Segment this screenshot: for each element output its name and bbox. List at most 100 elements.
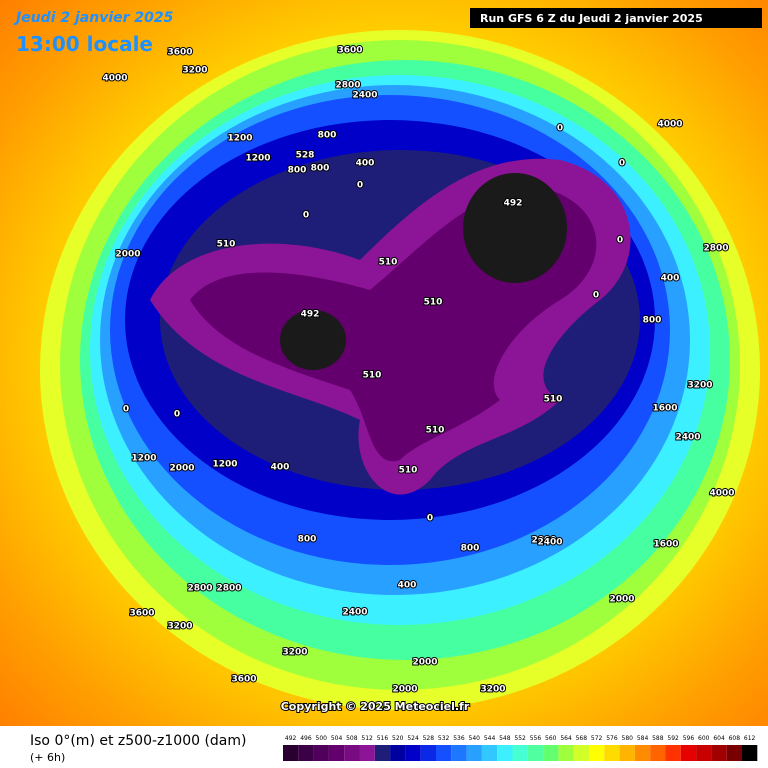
legend-label: 544: [484, 735, 496, 742]
contour-label: 400: [398, 581, 417, 591]
legend-label: 508: [346, 735, 358, 742]
contour-label: 510: [424, 298, 443, 308]
legend-label: 588: [652, 735, 664, 742]
contour-label: 0: [357, 181, 363, 191]
legend-label: 584: [637, 735, 649, 742]
legend-swatch: [481, 745, 498, 761]
contour-label: 510: [426, 426, 445, 436]
footer-title: Iso 0°(m) et z500-z1000 (dam): [30, 733, 247, 749]
legend-swatch: [543, 745, 559, 761]
contour-label: 0: [174, 410, 180, 420]
contour-label: 2000: [115, 250, 140, 260]
legend-label: 564: [560, 735, 572, 742]
legend-swatch: [589, 745, 605, 761]
contour-label: 528: [296, 151, 315, 161]
legend-swatch: [451, 745, 467, 761]
contour-label: 3200: [167, 622, 192, 632]
run-box: [470, 8, 762, 28]
legend-swatch: [344, 745, 360, 761]
legend-swatch: [680, 745, 697, 761]
legend-swatch: [604, 745, 620, 761]
legend-swatch: [527, 745, 544, 761]
contour-label: 2000: [169, 464, 194, 474]
legend-label: 504: [331, 735, 343, 742]
legend-swatch: [466, 745, 482, 761]
legend-label: 548: [499, 735, 511, 742]
legend-label: 592: [667, 735, 679, 742]
legend-swatch: [374, 745, 391, 761]
contour-label: 800: [288, 166, 307, 176]
legend-swatch: [359, 745, 375, 761]
legend-label: 520: [392, 735, 404, 742]
legend-swatch: [436, 745, 452, 761]
legend-swatch: [619, 745, 635, 761]
legend-label: 576: [606, 735, 618, 742]
contour-label: 4000: [657, 120, 682, 130]
contour-label: 400: [661, 274, 680, 284]
legend-label: 580: [622, 735, 634, 742]
legend-swatch: [283, 745, 299, 761]
contour-label: 1200: [227, 134, 252, 144]
contour-label: 0: [123, 405, 129, 415]
legend-swatch: [313, 745, 329, 761]
contour-label: 2000: [609, 595, 634, 605]
legend-label: 556: [530, 735, 542, 742]
legend-swatch: [298, 745, 314, 761]
contour-labels: 3600 4000 3600 3200 2800 2400 800 1200 1…: [101, 45, 735, 696]
legend-swatch: [665, 745, 681, 761]
map-fields: [40, 30, 760, 710]
contour-label: 1600: [653, 540, 678, 550]
legend-swatch: [634, 745, 651, 761]
map-date: Jeudi 2 janvier 2025: [13, 10, 174, 26]
legend-swatch: [650, 745, 666, 761]
contour-label: 3600: [167, 48, 192, 58]
map-time: 13:00 locale: [16, 32, 153, 56]
contour-label: 2400: [537, 538, 562, 548]
legend-label: 612: [744, 735, 756, 742]
legend-swatch: [328, 745, 345, 761]
legend-swatch: [573, 745, 589, 761]
legend-swatch: [497, 745, 513, 761]
legend-swatch: [420, 745, 436, 761]
contour-label: 3200: [687, 381, 712, 391]
contour-label: 3200: [480, 685, 505, 695]
legend-swatch: [512, 745, 528, 761]
contour-label: 2800: [335, 81, 360, 91]
contour-label: 4000: [102, 74, 127, 84]
contour-label: 3600: [129, 609, 154, 619]
legend-label: 516: [377, 735, 389, 742]
legend-label: 600: [698, 735, 710, 742]
contour-label: 510: [399, 466, 418, 476]
contour-label: 800: [311, 164, 330, 174]
legend-label: 552: [514, 735, 526, 742]
legend-swatch: [390, 745, 406, 761]
contour-label: 3200: [182, 66, 207, 76]
legend-swatch: [558, 745, 574, 761]
legend-label: 572: [591, 735, 603, 742]
legend-label: 500: [316, 735, 328, 742]
legend-swatch: [405, 745, 421, 761]
contour-label: 4000: [709, 489, 734, 499]
contour-label: 800: [318, 131, 337, 141]
contour-label: 2800: [187, 584, 212, 594]
legend-swatch: [711, 745, 727, 761]
contour-label: 0: [617, 236, 623, 246]
run-label: Run GFS 6 Z du Jeudi 2 janvier 2025: [480, 12, 703, 25]
contour-label: 2400: [352, 91, 377, 101]
footer-step: (+ 6h): [30, 751, 65, 764]
legend-label: 596: [683, 735, 695, 742]
contour-label: 0: [619, 159, 625, 169]
contour-label: 800: [298, 535, 317, 545]
legend-swatch: [696, 745, 712, 761]
contour-label: 2000: [392, 685, 417, 695]
legend-label: 568: [576, 735, 588, 742]
contour-label: 0: [303, 211, 309, 221]
contour-label: 0: [427, 514, 433, 524]
contour-label: 800: [461, 544, 480, 554]
contour-label: 1200: [212, 460, 237, 470]
contour-label: 492: [301, 310, 320, 320]
copyright: Copyright © 2025 Meteociel.fr: [281, 700, 470, 713]
legend-label: 528: [423, 735, 435, 742]
legend: 492 496 500 504 508 512 516 520 524 528 532 536 540 5…: [283, 735, 758, 761]
